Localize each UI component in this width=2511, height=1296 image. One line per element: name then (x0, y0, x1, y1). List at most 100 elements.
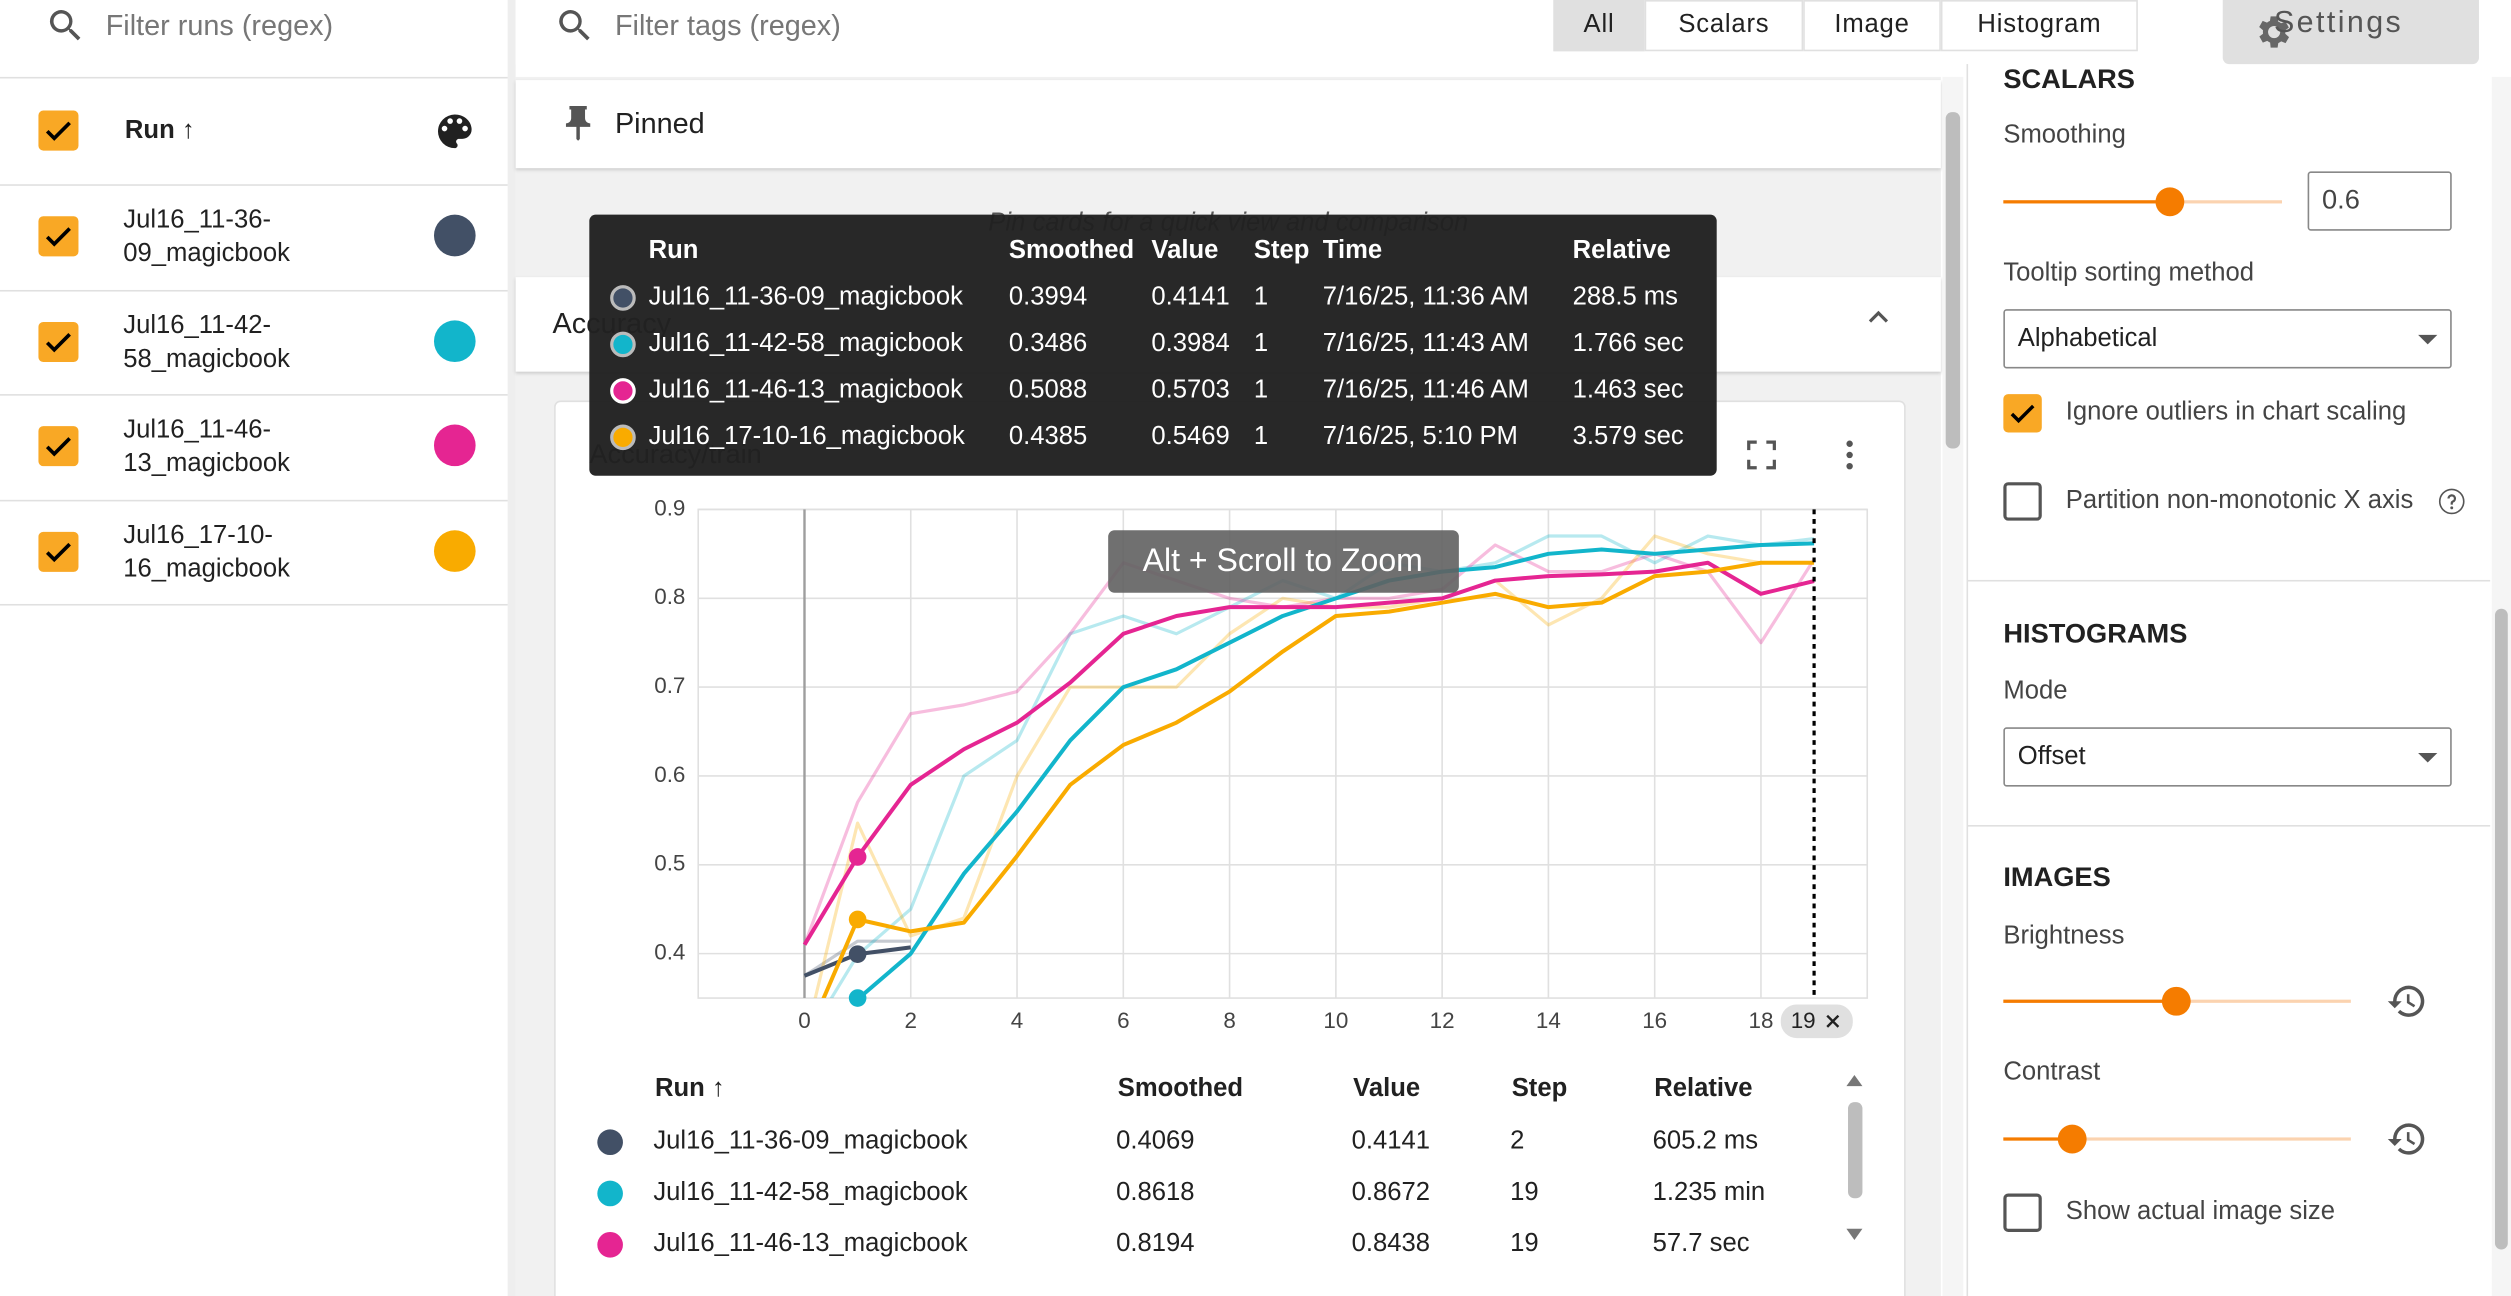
run-color[interactable] (433, 424, 476, 467)
tooltip-cell: 1 (1253, 330, 1269, 358)
table-cell: Jul16_11-36-09_magicbook (653, 1127, 968, 1156)
table-cell: 1.235 min (1652, 1179, 1766, 1207)
settings-button[interactable] (2222, 0, 2479, 65)
table-header: Relative (1654, 1074, 1753, 1103)
tooltip-header: Run (648, 237, 699, 265)
settings-panel (1966, 64, 2492, 1296)
run-color[interactable] (433, 214, 476, 257)
tooltip-cell: 1 (1253, 376, 1269, 404)
collapse-icon[interactable] (1859, 298, 1897, 336)
table-cell: 0.8194 (1116, 1230, 1195, 1258)
checkbox[interactable] (2003, 394, 2042, 433)
select[interactable] (2003, 309, 2452, 369)
help-glyph (2447, 494, 2457, 510)
reset-icon[interactable] (2386, 1118, 2428, 1160)
tooltip-cell: 1 (1253, 283, 1269, 311)
tooltip-cell: 1.766 sec (1572, 330, 1684, 358)
search-icon (49, 10, 81, 41)
select-arrow (2418, 334, 2438, 345)
tooltip-cell: 1 (1253, 422, 1269, 451)
y-tick-label: 0.9 (654, 495, 685, 520)
palette-icon[interactable] (432, 109, 477, 154)
slider-knob[interactable] (2057, 1124, 2087, 1154)
slider-knob[interactable] (2156, 187, 2185, 217)
smoothing-input[interactable] (2307, 171, 2452, 231)
y-tick-label: 0.6 (654, 762, 685, 787)
table-cell: 0.4141 (1351, 1127, 1430, 1156)
line-raw-values (813, 534, 1815, 999)
table-header: Value (1353, 1074, 1421, 1103)
more-icon[interactable] (1830, 436, 1868, 474)
tooltip-cell: 0.3984 (1151, 330, 1230, 358)
reset-icon[interactable] (2386, 980, 2428, 1022)
checkbox[interactable] (38, 426, 79, 467)
checkbox-label[interactable]: Ignore outliers in chart scaling (2065, 398, 2407, 427)
help-icon[interactable] (2438, 488, 2465, 515)
select[interactable] (2003, 727, 2452, 787)
tooltip-swatch (610, 285, 636, 311)
tooltip-cell: 0.5088 (1008, 376, 1088, 404)
main-scrollbar[interactable] (1942, 76, 1964, 1296)
check-mark (45, 121, 71, 141)
run-color[interactable] (433, 319, 476, 362)
zoom-hint-box (1108, 530, 1459, 593)
table-header: Smoothed (1117, 1074, 1244, 1103)
divider (1966, 825, 2491, 827)
reset-glyph (2387, 1123, 2425, 1155)
fullscreen-icon[interactable] (1742, 436, 1780, 474)
scroll-arrow[interactable] (1846, 1228, 1863, 1240)
slider-fill (2003, 999, 2177, 1003)
card-scrollbar[interactable] (1848, 1102, 1863, 1199)
run-name: Jul16_17-10-16_magicbook (123, 521, 290, 583)
table-cell: 0.8618 (1116, 1179, 1195, 1207)
checkbox[interactable] (38, 110, 79, 151)
checkbox[interactable] (2003, 1193, 2042, 1232)
tab[interactable]: All (1553, 0, 1645, 52)
tags-filter[interactable]: Filter tags (regex) (614, 9, 841, 42)
checkbox-label[interactable]: Partition non-monotonic X axis (2065, 487, 2414, 515)
y-tick-label: 0.7 (654, 673, 685, 698)
checkbox[interactable] (2003, 482, 2042, 521)
scroll-arrow[interactable] (1846, 1074, 1863, 1087)
separator (0, 394, 508, 396)
pin-icon (565, 105, 591, 141)
tooltip-cell: 0.4385 (1008, 422, 1088, 451)
tooltip-cell: 7/16/25, 11:46 AM (1322, 376, 1529, 404)
run-header[interactable]: Run ↑ (124, 116, 195, 145)
settings-label: Settings (2273, 6, 2404, 41)
separator (0, 289, 508, 291)
settings-scrollbar[interactable] (2491, 76, 2511, 1296)
tab[interactable]: Image (1803, 0, 1941, 52)
row-color (597, 1129, 623, 1156)
tooltip-cell: 0.3486 (1008, 330, 1088, 358)
tooltip-cell: 7/16/25, 5:10 PM (1322, 422, 1518, 451)
slider-fill (2003, 200, 2171, 204)
hover-point (848, 848, 867, 866)
scroll-thumb[interactable] (2494, 608, 2508, 1250)
checkbox[interactable] (38, 321, 79, 362)
checkbox[interactable] (38, 216, 79, 257)
table-cell: 0.4069 (1116, 1127, 1195, 1156)
checkbox[interactable] (38, 531, 79, 572)
runs-filter[interactable]: Filter runs (regex) (105, 9, 334, 42)
hover-point (848, 989, 867, 1007)
tab[interactable]: Histogram (1940, 0, 2138, 52)
tooltip-header: Time (1322, 237, 1383, 265)
setting-label: Tooltip sorting method (2003, 259, 2255, 287)
scroll-thumb[interactable] (1945, 112, 1961, 449)
table-cell: 2 (1510, 1127, 1525, 1156)
table-header[interactable]: Run ↑ (654, 1074, 725, 1103)
x-tick-label: 10 (1323, 1008, 1348, 1033)
separator (0, 76, 508, 79)
run-name: Jul16_11-42-58_magicbook (123, 311, 290, 373)
slider-knob[interactable] (2161, 986, 2191, 1016)
table-cell: 605.2 ms (1652, 1127, 1759, 1156)
x-tick-label: 18 (1748, 1008, 1773, 1033)
separator (0, 184, 508, 186)
tooltip-header: Value (1151, 237, 1219, 265)
tab[interactable]: Scalars (1644, 0, 1804, 52)
checkbox-label[interactable]: Show actual image size (2065, 1198, 2335, 1226)
select-arrow (2418, 752, 2438, 763)
run-color[interactable] (433, 529, 476, 572)
